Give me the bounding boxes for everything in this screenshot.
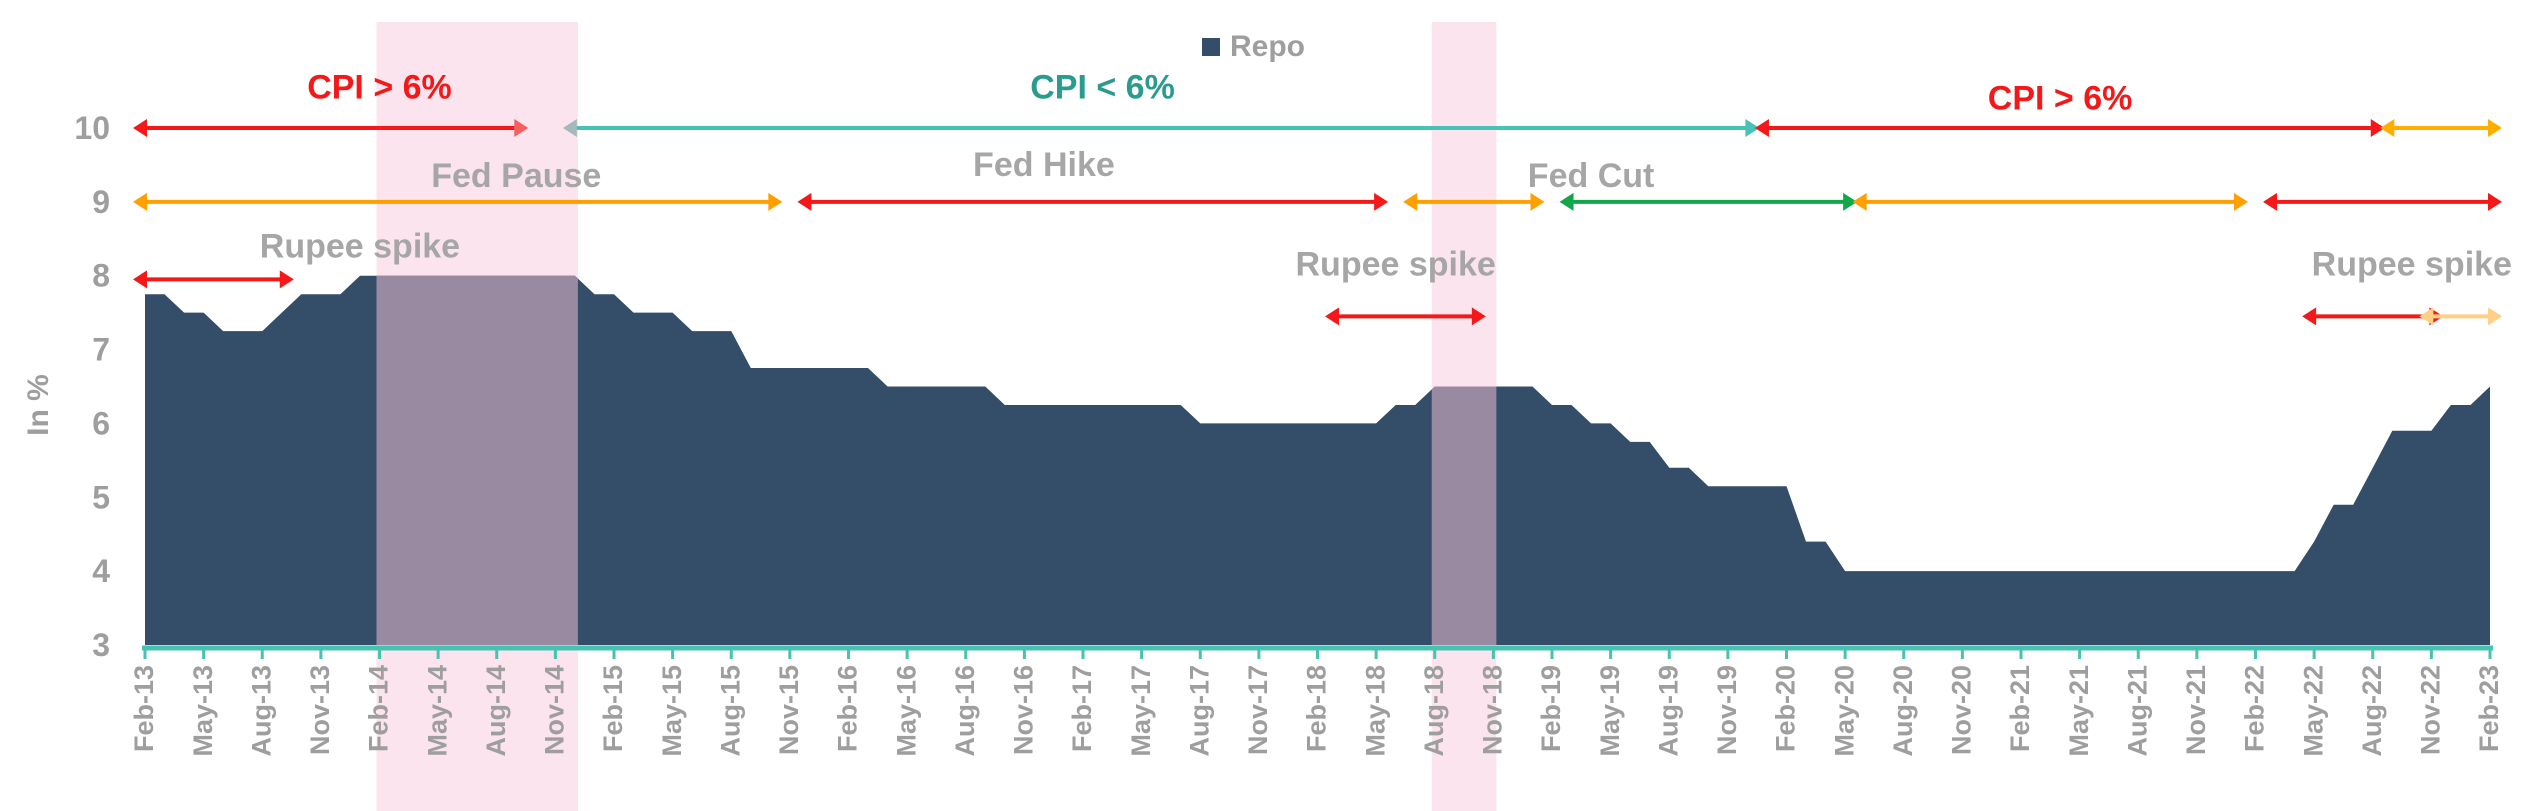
- y-tick-label: 7: [92, 332, 110, 368]
- repo-area-layer: [145, 275, 2490, 645]
- arrow-head: [133, 192, 147, 211]
- x-tick-label: Nov-22: [2416, 665, 2446, 755]
- x-tick-label: May-20: [1829, 665, 1859, 757]
- arrow-head: [1403, 192, 1418, 211]
- arrow-head: [1530, 192, 1545, 211]
- x-tick-label: May-18: [1360, 665, 1390, 757]
- x-tick-label: Aug-19: [1653, 665, 1683, 757]
- x-tick-label: Aug-14: [481, 665, 511, 757]
- arrow-head: [2233, 192, 2248, 211]
- x-tick-label: Nov-19: [1712, 665, 1742, 755]
- x-tick-label: May-17: [1126, 665, 1156, 757]
- x-tick-label: Feb-20: [1771, 665, 1801, 752]
- shaded-overlay-1: [376, 275, 578, 645]
- repo-area: [145, 275, 2490, 645]
- x-tick-label: Feb-14: [364, 665, 394, 752]
- cpi-label: CPI > 6%: [1988, 80, 2133, 118]
- x-tick-label: Nov-17: [1243, 665, 1273, 755]
- arrow-head: [2370, 119, 2385, 137]
- x-tick-label: Aug-15: [715, 665, 745, 757]
- y-tick-label: 6: [92, 405, 110, 441]
- arrow-head: [2263, 192, 2278, 211]
- x-tick-label: Feb-13: [129, 665, 159, 752]
- x-tick-label: Aug-16: [950, 665, 980, 757]
- y-axis: 3 4 5 6 7 8 9 10: [74, 110, 110, 663]
- x-tick-label: Aug-21: [2122, 665, 2152, 757]
- legend-label: Repo: [1230, 30, 1305, 63]
- arrow-head: [133, 119, 147, 137]
- y-tick-label: 4: [92, 553, 110, 589]
- fed-label: Fed Hike: [973, 146, 1115, 184]
- y-axis-label: In %: [22, 374, 55, 436]
- x-tick-label: Nov-13: [305, 665, 335, 755]
- arrow-head: [797, 192, 812, 211]
- x-tick-label: Aug-22: [2357, 665, 2387, 757]
- arrow-head: [133, 270, 147, 289]
- arrow-head: [1559, 192, 1574, 211]
- legend: Repo: [1202, 30, 1305, 63]
- arrow-head: [1374, 192, 1389, 211]
- arrow-head: [2380, 119, 2395, 137]
- arrow-head: [514, 119, 529, 137]
- x-tick-label: Nov-18: [1478, 665, 1508, 755]
- arrow-head: [2488, 307, 2502, 326]
- arrow-head: [1745, 119, 1760, 137]
- fed-label: Fed Pause: [431, 157, 601, 195]
- x-tick-label: Feb-17: [1067, 665, 1097, 752]
- arrow-head: [562, 119, 577, 137]
- x-tick-label: May-21: [2064, 665, 2094, 757]
- x-tick-label: May-19: [1595, 665, 1625, 757]
- arrow-head: [2302, 307, 2317, 326]
- x-axis: Feb-13 May-13 Aug-13 Nov-13 Feb-14 May-14 Aug-…: [129, 645, 2504, 757]
- x-tick-label: Feb-21: [2005, 665, 2035, 752]
- x-tick-label: Feb-15: [598, 665, 628, 752]
- fed-label: Fed Cut: [1528, 157, 1655, 195]
- x-tick-label: May-14: [422, 665, 452, 757]
- arrow-head: [1843, 192, 1858, 211]
- x-tick-label: Feb-18: [1302, 665, 1332, 752]
- arrow-head: [279, 270, 294, 289]
- arrow-head: [1471, 307, 1486, 326]
- rupee-label: Rupee spike: [260, 227, 460, 265]
- arrow-head: [1754, 119, 1769, 137]
- y-tick-label: 3: [92, 627, 110, 663]
- arrow-head: [2488, 192, 2502, 211]
- y-tick-label: 9: [92, 184, 110, 220]
- x-tick-label: Feb-22: [2240, 665, 2270, 752]
- x-tick-label: Feb-23: [2474, 665, 2504, 752]
- arrow-head: [1852, 192, 1867, 211]
- arrow-head: [768, 192, 783, 211]
- x-tick-label: Nov-15: [774, 665, 804, 755]
- x-tick-label: Aug-17: [1184, 665, 1214, 757]
- x-tick-label: Aug-18: [1419, 665, 1449, 757]
- annotations: CPI > 6% CPI < 6% CPI > 6% Fed Pause Fed Hik…: [133, 68, 2512, 326]
- y-tick-label: 5: [92, 479, 110, 515]
- arrow-head: [2419, 307, 2434, 326]
- x-tick-label: Nov-20: [1947, 665, 1977, 755]
- arrow-head: [1325, 307, 1340, 326]
- cpi-label: CPI > 6%: [307, 68, 452, 106]
- x-tick-label: May-13: [188, 665, 218, 757]
- arrow-head: [2488, 119, 2502, 137]
- x-tick-label: Nov-16: [1009, 665, 1039, 755]
- x-tick-label: Feb-19: [1536, 665, 1566, 752]
- x-tick-label: Feb-16: [833, 665, 863, 752]
- legend-swatch: [1202, 38, 1220, 56]
- rupee-label: Rupee spike: [2312, 246, 2512, 284]
- x-tick-label: May-15: [657, 665, 687, 757]
- x-tick-label: May-22: [2298, 665, 2328, 757]
- x-tick-label: Aug-13: [246, 665, 276, 757]
- rupee-label: Rupee spike: [1296, 246, 1496, 284]
- cpi-label: CPI < 6%: [1030, 68, 1175, 106]
- x-tick-label: Nov-14: [540, 665, 570, 755]
- y-tick-label: 10: [74, 110, 110, 146]
- x-tick-label: Nov-21: [2181, 665, 2211, 755]
- y-tick-label: 8: [92, 258, 110, 294]
- x-tick-label: Aug-20: [1888, 665, 1918, 757]
- x-tick-label: May-16: [891, 665, 921, 757]
